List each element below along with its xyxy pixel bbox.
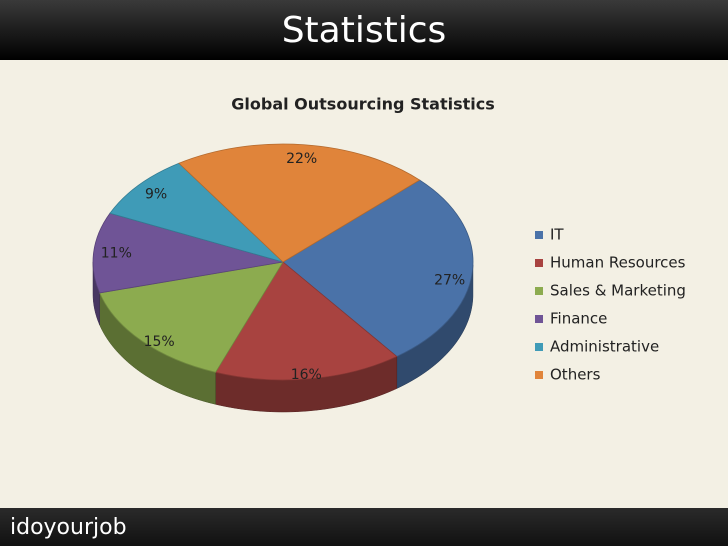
legend-label: Sales & Marketing [550, 282, 686, 300]
data-label: 16% [291, 367, 322, 383]
slice [214, 261, 398, 381]
footer-logo: idoyourjob [10, 515, 127, 540]
slice [109, 162, 284, 263]
legend-swatch [535, 343, 543, 351]
data-label: 11% [101, 246, 132, 262]
legend-label: Human Resources [550, 254, 686, 272]
data-label: 27% [434, 272, 465, 288]
slice [178, 143, 421, 263]
data-label: 15% [144, 334, 175, 350]
legend-label: Administrative [550, 338, 659, 356]
legend-swatch [535, 259, 543, 267]
slide-heading: Statistics [282, 10, 447, 51]
legend-swatch [535, 315, 543, 323]
legend-swatch [535, 231, 543, 239]
pie: 27% 16% 15% 11% 9% 22% [92, 143, 474, 413]
legend-label: Others [550, 366, 601, 384]
legend-label: IT [550, 226, 564, 244]
header-bar [0, 0, 728, 60]
legend-swatch [535, 287, 543, 295]
slice [92, 212, 284, 294]
data-label: 9% [145, 186, 167, 202]
slice [282, 179, 474, 357]
legend-swatch [535, 371, 543, 379]
data-label: 22% [286, 151, 317, 167]
legend: IT Human Resources Sales & Marketing Financ… [535, 226, 686, 384]
footer-bar [0, 508, 728, 546]
legend-label: Finance [550, 310, 607, 328]
chart-title: Global Outsourcing Statistics [231, 95, 495, 114]
slice [99, 261, 284, 373]
